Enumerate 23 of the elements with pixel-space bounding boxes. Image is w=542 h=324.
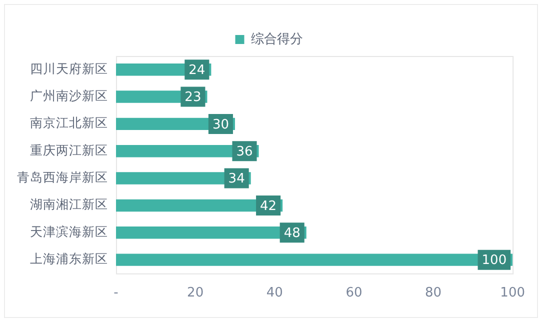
x-tick-label: 40 — [266, 286, 283, 301]
y-tick-label: 上海浦东新区 — [30, 251, 108, 266]
data-label: 30 — [212, 117, 229, 132]
x-tick-label: - — [114, 286, 119, 301]
x-tick-label: 100 — [500, 286, 526, 301]
data-label: 34 — [228, 172, 245, 187]
data-label: 48 — [284, 226, 300, 242]
data-label: 23 — [184, 90, 202, 106]
x-tick-label: 60 — [346, 286, 362, 301]
data-label: 36 — [236, 144, 253, 160]
legend-label: 综合得分 — [250, 32, 303, 47]
data-label: 100 — [482, 253, 507, 268]
y-tick-label: 天津滨海新区 — [30, 224, 108, 239]
y-tick-label: 广州南沙新区 — [30, 88, 108, 104]
y-tick-label: 湖南湘江新区 — [30, 196, 108, 212]
x-tick-label: 80 — [425, 286, 442, 301]
y-tick-label: 南京江北新区 — [30, 115, 108, 130]
y-tick-label: 重庆两江新区 — [30, 142, 108, 158]
y-tick-label: 四川天府新区 — [30, 60, 108, 76]
data-label: 24 — [188, 62, 206, 78]
y-tick-label: 青岛西海岸新区 — [17, 170, 108, 185]
data-label: 42 — [260, 198, 277, 214]
x-tick-label: 20 — [187, 286, 204, 301]
